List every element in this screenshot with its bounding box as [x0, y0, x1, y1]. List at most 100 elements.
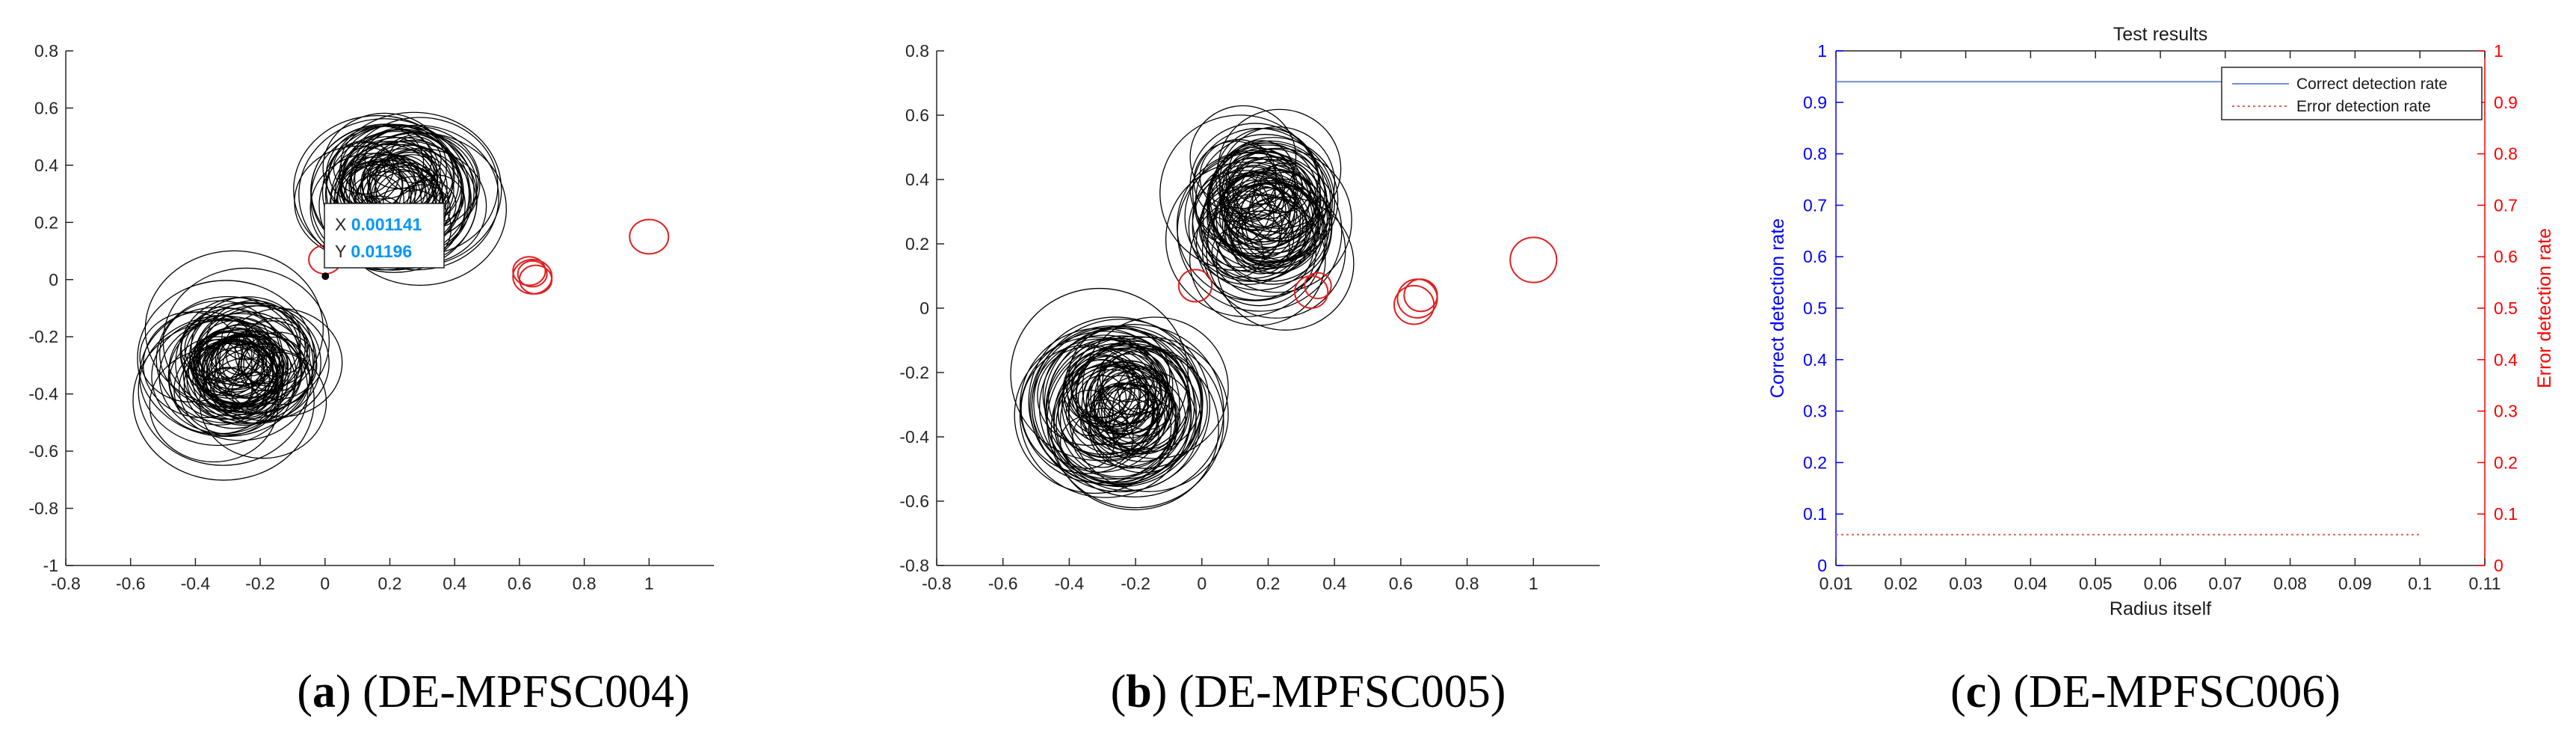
- x-tick-label: 0.09: [2338, 574, 2372, 593]
- caption-c: (c) (DE-MPFSC006): [1950, 666, 2341, 717]
- x-tick-label: 0.1: [2408, 574, 2432, 593]
- x-tick-label: 0.4: [443, 574, 466, 593]
- y-tick-label: -1: [43, 556, 58, 575]
- y-right-tick-label: 0.7: [2494, 195, 2518, 215]
- data-circle: [189, 303, 308, 408]
- y-left-tick-label: 0.4: [1803, 350, 1827, 370]
- data-circle: [1201, 172, 1304, 273]
- y-tick-label: 0.8: [34, 41, 58, 61]
- y-left-tick-label: 0.2: [1803, 453, 1827, 472]
- data-circle: [1245, 187, 1322, 261]
- x-tick-label: 0.4: [1322, 574, 1346, 593]
- plot-area: [1836, 51, 2485, 565]
- data-circle: [1192, 127, 1325, 257]
- data-circle: [173, 343, 280, 437]
- data-circle: [1088, 361, 1163, 435]
- outlier-circle: [517, 260, 548, 288]
- data-circle: [1070, 355, 1149, 432]
- data-circle: [1100, 364, 1162, 425]
- data-circle: [1176, 150, 1333, 301]
- x-tick-label: -0.2: [245, 574, 275, 593]
- data-circle: [1094, 348, 1201, 453]
- data-circle: [182, 331, 279, 417]
- x-tick-label: -0.8: [922, 574, 952, 593]
- data-circle: [155, 295, 301, 424]
- data-circle: [1215, 196, 1355, 331]
- caption-b: (b) (DE-MPFSC005): [1111, 666, 1506, 717]
- panel-b: -0.8 -0.6 -0.4 -0.2 0 0.2 0.4 0.6 0.8 1 -0.8 -0.6 -0…: [899, 41, 1600, 593]
- x-tick-label: -0.2: [1121, 574, 1150, 593]
- y-left-tick-label: 0.1: [1803, 504, 1827, 524]
- x-tick-label: 0.05: [2079, 574, 2113, 593]
- y-left-tick-label: 0.7: [1803, 195, 1827, 215]
- data-circle: [1236, 203, 1292, 259]
- data-circle: [197, 327, 267, 390]
- data-circle: [298, 118, 471, 271]
- x-tick-label: 0.6: [1389, 574, 1413, 593]
- x-tick-label: 1: [1529, 574, 1538, 593]
- data-circle: [168, 336, 271, 426]
- data-circle: [1253, 165, 1304, 214]
- data-circle: [1061, 343, 1189, 468]
- data-circle: [167, 313, 313, 441]
- y-left-tick-label: 0.5: [1803, 298, 1827, 318]
- panel-a: -0.8 -0.6 -0.4 -0.2 0 0.2 0.4 0.6 0.8 1-1-0.8-0.6…: [28, 41, 714, 593]
- data-circle: [1202, 147, 1352, 293]
- x-tick-label: 0.2: [1257, 574, 1281, 593]
- data-circle: [1207, 176, 1290, 257]
- datatip-y-value: 0.01196: [351, 242, 412, 261]
- outlier-circle: [1304, 272, 1332, 300]
- data-circle: [1230, 210, 1281, 260]
- y-right-tick-label: 0: [2494, 556, 2503, 575]
- data-circle: [197, 331, 253, 379]
- y-tick-label: -0.4: [28, 384, 58, 404]
- y-left-tick-label: 0.6: [1803, 247, 1827, 266]
- chart-title: Test results: [2113, 24, 2207, 45]
- data-circle: [191, 338, 253, 393]
- x-tick-label: 0: [1197, 574, 1207, 593]
- x-tick-label: 0.8: [1455, 574, 1479, 593]
- y-tick-label: -0.4: [899, 427, 929, 447]
- x-tick-label: 0.07: [2208, 574, 2242, 593]
- data-circle: [199, 346, 327, 459]
- y-right-tick-label: 0.1: [2494, 504, 2518, 524]
- y-left-axis-title: Correct detection rate: [1767, 218, 1788, 398]
- caption-a: (a) (DE-MPFSC004): [297, 666, 689, 717]
- data-circle: [158, 300, 281, 408]
- x-tick-label: 0.02: [1884, 574, 1917, 593]
- data-circle: [1206, 183, 1346, 319]
- x-tick-label: -0.4: [1055, 574, 1085, 593]
- x-tick-label: 0.04: [2014, 574, 2047, 593]
- y-left-tick-label: 0.8: [1803, 144, 1827, 164]
- datatip-x-value: 0.001141: [351, 215, 422, 234]
- data-circle: [234, 320, 310, 387]
- y-right-tick-label: 0.8: [2494, 144, 2518, 164]
- y-tick-label: 0.6: [905, 105, 929, 125]
- x-tick-label: -0.4: [181, 574, 211, 593]
- y-right-axis-title: Error detection rate: [2534, 228, 2555, 388]
- y-tick-label: -0.8: [28, 499, 58, 518]
- x-tick-label: 0.01: [1819, 574, 1853, 593]
- y-tick-label: 0.4: [34, 156, 58, 175]
- y-tick-label: 0: [49, 270, 58, 289]
- outlier-circle: [1509, 236, 1558, 283]
- legend-box: [2221, 67, 2483, 120]
- data-circle: [1056, 365, 1177, 483]
- y-tick-label: 0.6: [34, 98, 58, 117]
- data-circle: [1221, 182, 1312, 269]
- x-tick-label: 0.06: [2144, 574, 2178, 593]
- y-tick-label: 0.8: [905, 41, 929, 61]
- data-circle: [1028, 316, 1204, 487]
- data-circle: [1199, 138, 1278, 215]
- data-circle: [1192, 157, 1319, 282]
- datatip-x-label: X: [335, 215, 351, 234]
- legend-label: Error detection rate: [2296, 98, 2431, 115]
- data-circle: [1037, 346, 1140, 447]
- y-left-tick-label: 0.9: [1803, 93, 1827, 112]
- data-circle: [1045, 324, 1224, 497]
- x-axis-title: Radius itself: [2110, 598, 2211, 619]
- outlier-circle: [629, 218, 670, 255]
- outlier-circle: [512, 256, 546, 286]
- data-circle: [241, 317, 309, 377]
